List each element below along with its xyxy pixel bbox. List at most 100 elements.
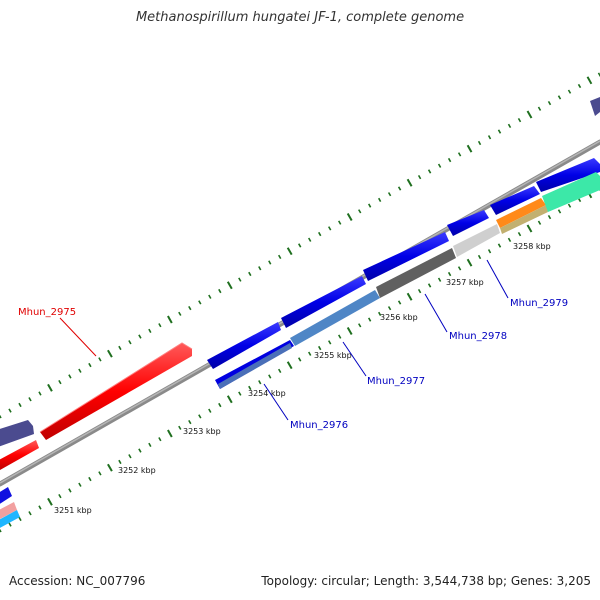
tick-mark: [248, 385, 252, 391]
kbp-scale: 3251 kbp 3252 kbp 3253 kbp 3254 kbp 3255…: [54, 242, 551, 515]
tick-mark: [118, 345, 122, 351]
tick-mark: [58, 494, 62, 499]
callout-line-mhun-2979: [486, 259, 509, 299]
tick-mark: [577, 83, 582, 89]
tick-mark: [397, 186, 402, 191]
tick-mark: [477, 140, 482, 146]
tick-mark: [208, 408, 212, 413]
tick-mark: [457, 152, 462, 157]
map-title: Methanospirillum hungatei JF-1, complete…: [135, 10, 465, 25]
tick-mark: [158, 437, 162, 442]
tick-mark: [78, 368, 82, 373]
kbp-label: 3251 kbp: [54, 506, 92, 515]
tick-mark: [507, 123, 512, 128]
tick-mark: [167, 315, 173, 324]
kbp-label: 3257 kbp: [446, 278, 484, 287]
tick-mark: [328, 226, 332, 231]
tick-mark: [318, 345, 322, 351]
kbp-label: 3258 kbp: [513, 242, 551, 251]
tick-mark: [286, 247, 293, 256]
tick-mark: [8, 408, 12, 413]
tick-mark: [278, 254, 282, 259]
tick-mark: [238, 277, 242, 282]
gene-mhun-2976-band: [218, 343, 292, 389]
tick-mark: [298, 357, 302, 362]
tick-mark: [497, 129, 502, 134]
kbp-label: 3253 kbp: [183, 427, 221, 436]
tick-mark: [397, 300, 402, 305]
gene-label-mhun-2975: Mhun_2975: [18, 307, 76, 318]
tick-mark: [567, 89, 572, 94]
tick-mark: [346, 327, 353, 335]
tick-mark: [387, 306, 392, 311]
gene-label-mhun-2977: Mhun_2977: [367, 376, 425, 387]
tick-mark: [526, 110, 533, 119]
tick-mark: [88, 476, 92, 482]
tick-mark: [58, 380, 62, 385]
tick-mark: [537, 106, 542, 111]
tick-mark: [567, 203, 572, 208]
gene-mhun-2978: [376, 248, 456, 298]
callout-line-mhun-2975: [59, 317, 97, 357]
kbp-label: 3252 kbp: [118, 466, 156, 475]
tick-mark: [258, 380, 262, 385]
tick-mark: [378, 197, 382, 202]
tick-mark: [258, 266, 262, 271]
gene-feature-sky: [0, 510, 20, 528]
tick-mark: [557, 209, 562, 214]
tick-mark: [447, 157, 452, 163]
tick-mark: [517, 118, 522, 123]
tick-mark: [457, 266, 462, 271]
gene-feature-blue-c: [363, 232, 449, 281]
kbp-label: 3255 kbp: [314, 351, 352, 360]
tick-mark: [346, 213, 353, 221]
gene-labels: Mhun_2975 Mhun_2976 Mhun_2977 Mhun_2978 …: [18, 259, 568, 431]
tick-mark: [547, 100, 552, 106]
tick-mark: [128, 454, 132, 459]
tick-mark: [547, 214, 552, 220]
tick-mark: [586, 76, 593, 85]
tick-mark: [597, 72, 600, 77]
gene-mhun-2975-left-fragment: [0, 440, 39, 470]
gene-feature-blue-d: [447, 210, 489, 236]
tick-mark: [198, 300, 202, 305]
tick-mark: [38, 391, 42, 396]
tick-mark: [167, 429, 173, 438]
tick-mark: [198, 414, 202, 419]
tick-mark: [406, 292, 413, 301]
tick-mark: [8, 522, 12, 527]
gene-feature-aquamarine: [542, 172, 600, 212]
tick-mark: [248, 271, 252, 277]
tick-mark: [517, 232, 522, 237]
tick-mark: [98, 471, 102, 476]
tick-mark: [358, 323, 362, 328]
gene-feature-blue-b: [281, 276, 366, 328]
tick-mark: [338, 334, 342, 339]
gene-mhun-2975-top-edge: [39, 342, 193, 433]
tick-mark: [0, 414, 2, 419]
tick-mark: [526, 224, 533, 233]
tick-mark: [286, 361, 293, 370]
tick-mark: [158, 323, 162, 328]
callout-line-mhun-2977: [342, 341, 367, 377]
tick-mark: [188, 419, 192, 425]
gene-feature-pink: [0, 502, 17, 519]
tick-mark: [557, 95, 562, 100]
tick-mark: [107, 349, 113, 358]
gene-feature-dark-slate: [0, 420, 34, 447]
tick-mark: [268, 374, 272, 379]
tick-mark: [308, 237, 312, 242]
tick-mark: [28, 397, 32, 402]
tick-mark: [68, 374, 72, 379]
tick-mark: [417, 175, 422, 180]
tick-mark: [437, 277, 442, 282]
tick-mark: [107, 463, 113, 472]
tick-mark: [98, 357, 102, 362]
tick-mark: [318, 231, 322, 237]
gene-label-mhun-2979: Mhun_2979: [510, 298, 568, 309]
tick-mark: [28, 511, 32, 516]
tick-mark: [148, 328, 152, 333]
gene-feature-tan: [500, 205, 548, 234]
gene-feature-dark-slate-top-right: [590, 97, 600, 116]
tick-mark: [18, 516, 22, 522]
